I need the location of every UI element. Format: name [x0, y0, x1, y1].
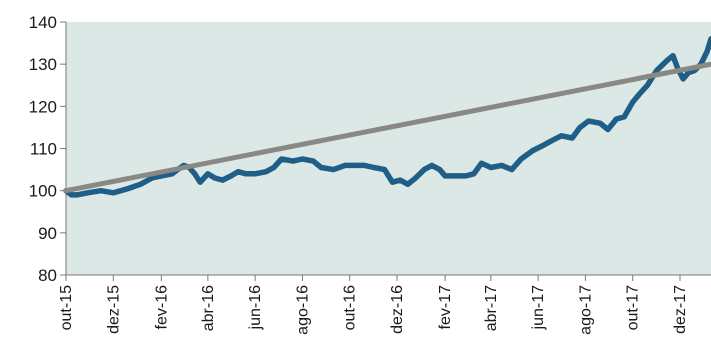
x-tick-label: out-16 [342, 285, 359, 330]
y-tick-label: 130 [29, 55, 57, 74]
x-tick-label: ago-16 [294, 285, 311, 335]
series-layer [63, 36, 711, 198]
x-tick-label: out-17 [625, 285, 642, 330]
x-tick-label: jun-17 [530, 285, 547, 331]
x-axis: out-15 dez-15 fev-16 abr-16 jun-16 ago-16 out-… [58, 274, 711, 335]
x-tick-label: abr-17 [483, 285, 500, 331]
y-tick-label: 80 [38, 266, 57, 285]
x-tick-label: dez-17 [672, 285, 689, 334]
y-tick-label: 120 [29, 97, 57, 116]
x-tick-label: ago-17 [577, 285, 594, 335]
y-tick-label: 100 [29, 182, 57, 201]
x-tick-label: jun-16 [247, 285, 264, 331]
x-tick-label: fev-17 [437, 285, 454, 330]
y-tick-label: 110 [30, 140, 57, 159]
y-axis: 80 90 100 110 120 130 140 [29, 13, 67, 285]
plot-background [66, 22, 711, 275]
x-tick-label: dez-15 [105, 285, 122, 334]
x-tick-label: fev-16 [153, 285, 170, 330]
x-tick-label: out-15 [58, 285, 75, 330]
y-tick-label: 90 [38, 224, 57, 243]
series-line-2 [63, 61, 711, 194]
x-tick-label: abr-16 [200, 285, 217, 331]
x-tick-label: dez-16 [389, 285, 406, 334]
y-tick-label: 140 [29, 13, 57, 32]
